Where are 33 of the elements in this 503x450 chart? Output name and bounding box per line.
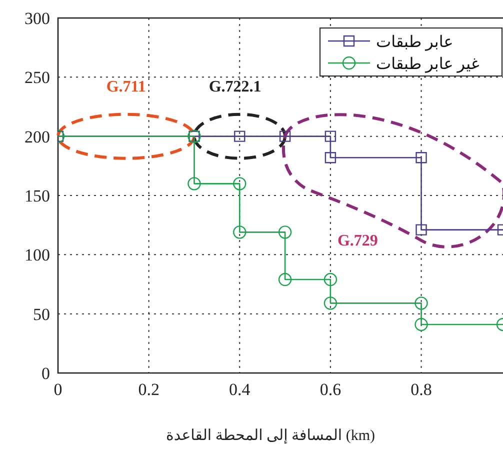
- x-tick-label: 0.4: [229, 380, 251, 399]
- legend-label: عابر طبقات: [376, 34, 454, 51]
- point: [324, 152, 336, 164]
- point: [416, 152, 427, 164]
- point: [233, 177, 246, 190]
- x-tick-label: 0.8: [410, 380, 432, 399]
- point: [278, 226, 292, 239]
- x-tick-label: 0.2: [138, 380, 160, 399]
- y-tick-label: 50: [33, 304, 50, 324]
- annotation: G.729: [337, 232, 378, 250]
- point: [324, 130, 336, 142]
- point: [233, 226, 246, 239]
- point: [414, 318, 428, 332]
- point: [414, 296, 428, 310]
- x-tick-label: 0: [54, 380, 62, 399]
- x-axis-title: المسافة إلى المحطة القاعدة (km): [166, 428, 376, 444]
- point: [416, 224, 427, 236]
- annotation: G.722.1: [208, 78, 262, 96]
- y-tick-label: 300: [24, 9, 50, 28]
- point: [234, 130, 246, 142]
- legend-label: غير عابر طبقات: [376, 56, 480, 73]
- y-tick-label: 0: [42, 364, 50, 383]
- y-tick-label: 200: [24, 127, 50, 146]
- y-tick-label: 150: [24, 186, 50, 206]
- annotation: G.711: [106, 78, 146, 96]
- y-tick-label: 250: [24, 68, 50, 88]
- point: [278, 272, 292, 286]
- point: [324, 296, 338, 310]
- x-tick-label: 0.6: [320, 380, 342, 399]
- point: [188, 177, 201, 190]
- point: [324, 272, 338, 286]
- point: [279, 130, 291, 142]
- y-tick-label: 100: [24, 246, 50, 265]
